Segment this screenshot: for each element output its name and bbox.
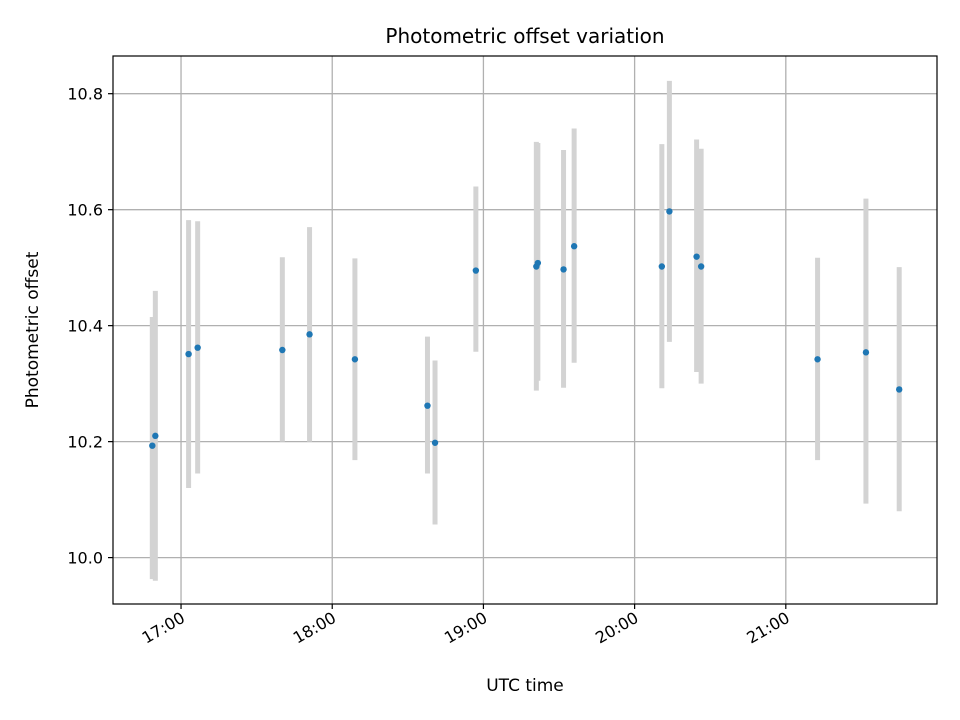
- data-point: [560, 266, 567, 273]
- data-point: [194, 344, 201, 351]
- y-axis-ticks: 10.0 10.2 10.4 10.6 10.8: [67, 85, 113, 568]
- y-tick-label: 10.0: [67, 549, 103, 568]
- data-point: [152, 432, 159, 440]
- data-point: [431, 439, 439, 446]
- data-point: [424, 402, 431, 409]
- data-point: [351, 356, 359, 363]
- data-point: [814, 356, 821, 363]
- data-point: [666, 208, 673, 215]
- data-point: [697, 263, 705, 270]
- data-point: [693, 253, 700, 260]
- y-tick-label: 10.2: [67, 433, 103, 452]
- data-point: [896, 386, 903, 393]
- y-axis-title: Photometric offset: [23, 251, 43, 408]
- x-axis-title: UTC time: [486, 676, 564, 696]
- data-point: [306, 331, 313, 338]
- y-tick-label: 10.4: [67, 317, 103, 336]
- data-point: [279, 346, 286, 354]
- data-point: [862, 349, 870, 356]
- y-tick-label: 10.6: [67, 201, 103, 220]
- data-point: [534, 259, 542, 267]
- grid: [113, 56, 937, 604]
- data-point: [658, 263, 666, 270]
- chart-title: Photometric offset variation: [385, 24, 664, 48]
- data-point: [149, 442, 156, 449]
- y-tick-label: 10.8: [67, 85, 103, 104]
- data-points: [149, 208, 903, 449]
- data-point: [472, 267, 480, 274]
- data-point: [185, 350, 192, 358]
- plot-frame: [112, 55, 938, 605]
- data-point: [570, 243, 578, 250]
